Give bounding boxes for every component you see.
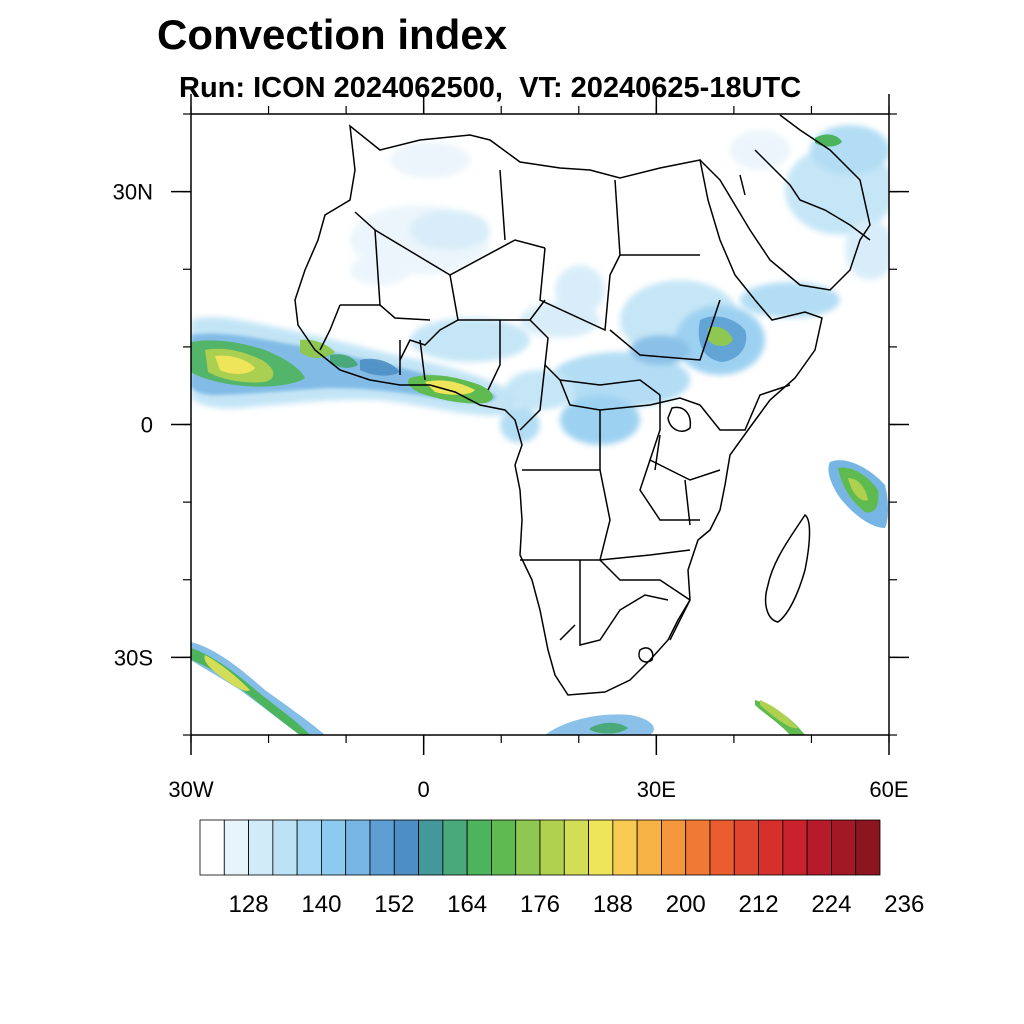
colorbar-label: 164 (447, 891, 487, 918)
colorbar-swatch (296, 819, 322, 876)
axis-ticks (171, 94, 909, 755)
colorbar-swatch (369, 819, 395, 876)
colorbar-swatch (685, 819, 711, 876)
lon-tick-label: 0 (418, 777, 430, 802)
colorbar-swatch (563, 819, 589, 876)
colorbar-swatch (539, 819, 565, 876)
colorbar-swatch (466, 819, 492, 876)
colorbar-label: 152 (374, 891, 414, 918)
country-borders (340, 211, 381, 306)
colorbar-swatch (855, 819, 881, 876)
colorbar-label: 140 (301, 891, 341, 918)
arabia-coastline (699, 114, 871, 291)
lon-tick-label: 30E (637, 777, 676, 802)
colorbar-swatch (831, 819, 857, 876)
colorbar-label: 236 (884, 891, 924, 918)
lon-tick-label: 30W (168, 777, 213, 802)
chart-title: Convection index (157, 11, 508, 58)
colorbar-label: 176 (520, 891, 560, 918)
africa-coastline (294, 124, 823, 696)
colorbar-label: 188 (593, 891, 633, 918)
lat-tick-label: 30N (113, 180, 153, 205)
colorbar-swatch (321, 819, 347, 876)
colorbar (199, 819, 881, 876)
colorbar-swatch (491, 819, 517, 876)
indian-ocean-convection (828, 460, 888, 528)
colorbar-swatch (345, 819, 371, 876)
colorbar-swatch (588, 819, 614, 876)
axis-labels: 30W 0 30E 60E 30N 0 30S (113, 180, 909, 802)
colorbar-label: 212 (739, 891, 779, 918)
convection-field (191, 125, 889, 735)
colorbar-swatch (272, 819, 298, 876)
colorbar-swatch (393, 819, 419, 876)
chart-subtitle: Run: ICON 2024062500, VT: 20240625-18UTC (179, 72, 802, 104)
madagascar (764, 513, 811, 623)
colorbar-swatch (515, 819, 541, 876)
southern-ocean-convection (191, 642, 805, 735)
colorbar-label: 200 (666, 891, 706, 918)
colorbar-swatch (806, 819, 832, 876)
lon-tick-label: 60E (869, 777, 908, 802)
colorbar-swatch (442, 819, 468, 876)
colorbar-swatch (709, 819, 735, 876)
colorbar-swatch (418, 819, 444, 876)
colorbar-swatch (248, 819, 274, 876)
colorbar-swatch (782, 819, 808, 876)
colorbar-swatch (733, 819, 759, 876)
colorbar-swatch (223, 819, 249, 876)
colorbar-label: 224 (811, 891, 851, 918)
colorbar-swatch (758, 819, 784, 876)
plot-frame (190, 113, 890, 736)
colorbar-swatch (199, 819, 225, 876)
coastlines-borders (294, 114, 871, 696)
lat-tick-label: 0 (141, 413, 153, 438)
colorbar-swatch (661, 819, 687, 876)
colorbar-labels: 128 140 152 164 176 188 200 212 224 236 (229, 891, 925, 918)
lat-tick-label: 30S (114, 645, 153, 670)
colorbar-swatch (636, 819, 662, 876)
colorbar-swatch (612, 819, 638, 876)
colorbar-label: 128 (229, 891, 269, 918)
